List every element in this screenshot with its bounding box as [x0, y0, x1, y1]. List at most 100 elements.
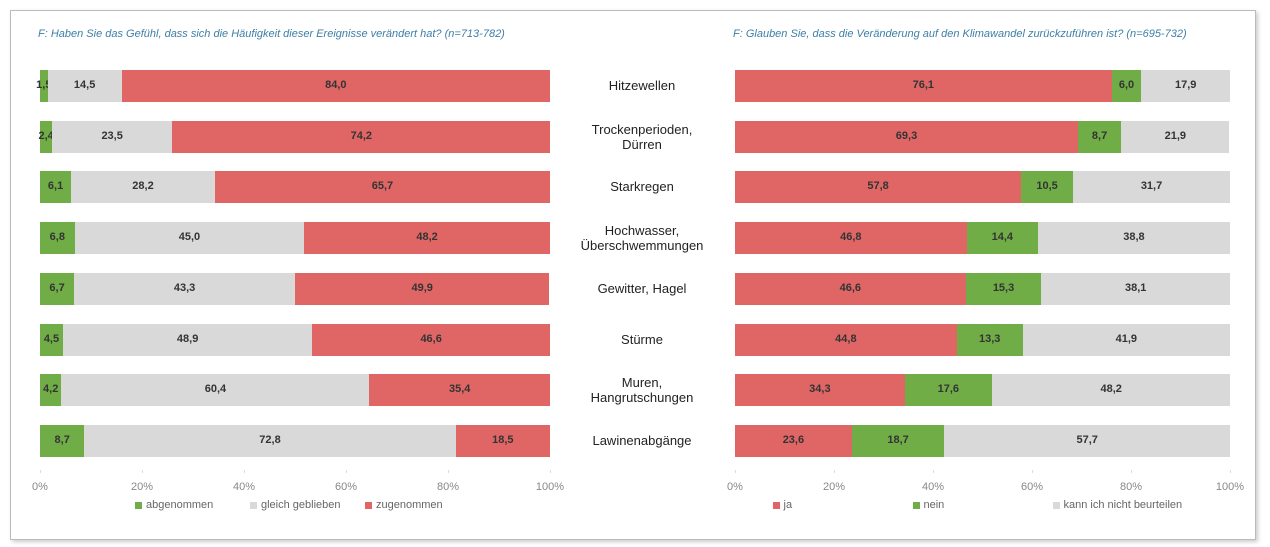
category-label: Trockenperioden, Dürren — [591, 121, 693, 152]
x-tick-label: 60% — [1020, 481, 1044, 493]
category-label: Stürme — [621, 331, 663, 347]
value-label: 35,4 — [449, 383, 471, 396]
value-label: 45,0 — [178, 231, 201, 244]
bar-segment — [851, 424, 945, 457]
bar-segment — [965, 272, 1042, 305]
tick-mark — [1032, 470, 1033, 473]
value-label: 17,9 — [1174, 79, 1197, 91]
x-tick-label: 100% — [1215, 481, 1245, 493]
value-label: 17,6 — [937, 383, 960, 396]
value-label: 76,1 — [912, 79, 935, 91]
value-label: 1,5 — [36, 79, 52, 91]
value-label: 6,0 — [1118, 79, 1135, 91]
value-label: 41,9 — [1115, 332, 1137, 345]
value-label: 15,3 — [992, 281, 1015, 294]
legend-label: nein — [923, 499, 945, 511]
bar-segment — [52, 120, 173, 153]
value-label: 72,8 — [259, 433, 281, 446]
tick-mark — [933, 470, 934, 473]
bar-segment — [84, 424, 456, 457]
bar-segment — [956, 323, 1023, 356]
legend-item: ja — [772, 499, 792, 511]
bar-segment — [121, 70, 550, 102]
value-label: 6,8 — [49, 231, 65, 244]
bar-segment — [40, 120, 53, 153]
x-tick-label: 100% — [535, 481, 565, 493]
bar-segment — [214, 171, 550, 204]
value-label: 8,7 — [1091, 129, 1108, 142]
value-label: 10,5 — [1036, 180, 1058, 193]
bar-segment — [40, 374, 62, 407]
legend-item: kann ich nicht beurteilen — [1052, 499, 1183, 511]
x-tick-label: 40% — [232, 481, 256, 493]
value-label: 2,4 — [38, 129, 54, 142]
bar-segment — [47, 70, 122, 102]
bar-segment — [1022, 323, 1230, 356]
bar-segment — [40, 171, 72, 204]
bar-segment — [295, 272, 550, 305]
value-label: 46,6 — [839, 281, 862, 294]
bar-segment — [40, 424, 85, 457]
legend-label: zugenommen — [376, 499, 443, 511]
value-label: 14,4 — [991, 231, 1013, 244]
bar-segment — [1041, 272, 1230, 305]
value-label: 4,2 — [43, 383, 59, 396]
value-label: 38,8 — [1123, 231, 1145, 244]
bar-segment — [304, 222, 550, 255]
bar-segment — [62, 323, 313, 356]
value-label: 4,5 — [43, 332, 60, 345]
tick-mark — [448, 470, 449, 473]
chart-title: F: Glauben Sie, dass die Veränderung auf… — [733, 28, 1187, 40]
bar-segment — [991, 374, 1231, 407]
value-label: 18,5 — [492, 433, 514, 446]
x-tick-label: 80% — [436, 481, 460, 493]
bar-segment — [74, 222, 305, 255]
legend-swatch — [772, 501, 780, 509]
x-tick-label: 0% — [727, 481, 743, 493]
bar-segment — [966, 222, 1038, 255]
category-label: Lawinenabgänge — [592, 432, 692, 448]
bar-segment — [71, 171, 215, 204]
bar-segment — [1073, 171, 1230, 204]
bar-segment — [735, 120, 1079, 153]
legend-swatch — [912, 501, 920, 509]
legend-swatch — [135, 501, 142, 509]
bar-segment — [735, 424, 852, 457]
value-label: 49,9 — [411, 281, 433, 294]
value-label: 34,3 — [809, 383, 831, 396]
bar-segment — [40, 272, 75, 305]
category-label: Starkregen — [610, 179, 674, 195]
value-label: 31,7 — [1140, 180, 1163, 193]
value-label: 18,7 — [887, 433, 909, 446]
category-label: Hochwasser, Überschwemmungen — [580, 223, 704, 254]
bar-segment — [735, 70, 1112, 102]
value-label: 23,6 — [782, 433, 805, 446]
value-label: 28,2 — [132, 180, 154, 193]
value-label: 84,0 — [325, 79, 347, 91]
bar-segment — [74, 272, 295, 305]
category-label: Muren, Hangrutschungen — [590, 375, 694, 406]
x-tick-label: 20% — [130, 481, 154, 493]
bar-segment — [735, 222, 967, 255]
bar-segment — [1141, 70, 1230, 102]
category-label: Hitzewellen — [608, 78, 676, 93]
value-label: 48,2 — [416, 231, 438, 244]
tick-mark — [735, 470, 736, 473]
bar-segment — [735, 171, 1022, 204]
value-label: 21,9 — [1164, 129, 1186, 142]
bar-segment — [61, 374, 370, 407]
value-label: 43,3 — [173, 281, 196, 294]
bar-segment — [1111, 70, 1142, 102]
value-label: 69,3 — [895, 129, 918, 142]
tick-mark — [244, 470, 245, 473]
value-label: 60,4 — [204, 383, 227, 396]
value-label: 6,1 — [47, 180, 64, 193]
bar-segment — [735, 323, 957, 356]
tick-mark — [142, 470, 143, 473]
legend-label: kann ich nicht beurteilen — [1063, 499, 1183, 511]
value-label: 44,8 — [835, 332, 857, 345]
legend-swatch — [250, 501, 257, 509]
bar-segment — [1021, 171, 1074, 204]
tick-mark — [346, 470, 347, 473]
